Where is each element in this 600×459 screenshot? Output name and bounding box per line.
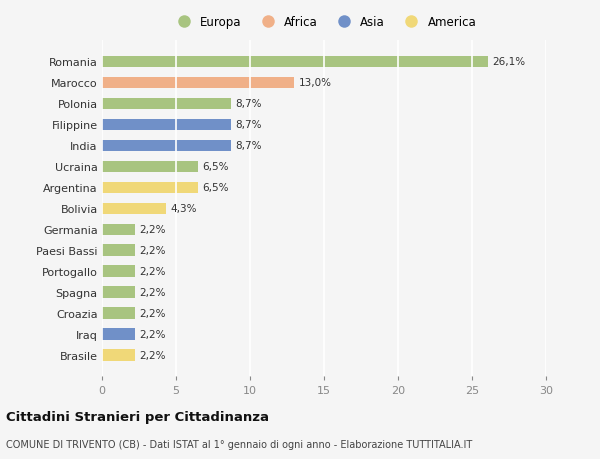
Bar: [102, 78, 295, 89]
Text: 2,2%: 2,2%: [139, 267, 166, 277]
Text: 4,3%: 4,3%: [170, 204, 197, 214]
Text: 26,1%: 26,1%: [493, 57, 526, 67]
Text: 2,2%: 2,2%: [139, 308, 166, 319]
Bar: [102, 56, 488, 68]
Text: 2,2%: 2,2%: [139, 246, 166, 256]
Text: 2,2%: 2,2%: [139, 330, 166, 340]
Bar: [102, 140, 231, 152]
Bar: [102, 203, 166, 215]
Bar: [102, 98, 231, 110]
Bar: [102, 161, 198, 173]
Bar: [102, 308, 134, 319]
Bar: [102, 119, 231, 131]
Bar: [102, 329, 134, 340]
Text: 2,2%: 2,2%: [139, 225, 166, 235]
Text: 13,0%: 13,0%: [299, 78, 332, 88]
Text: 6,5%: 6,5%: [203, 162, 229, 172]
Legend: Europa, Africa, Asia, America: Europa, Africa, Asia, America: [169, 14, 479, 31]
Text: Cittadini Stranieri per Cittadinanza: Cittadini Stranieri per Cittadinanza: [6, 410, 269, 423]
Text: 2,2%: 2,2%: [139, 350, 166, 360]
Text: 8,7%: 8,7%: [235, 141, 262, 151]
Bar: [102, 245, 134, 257]
Bar: [102, 224, 134, 235]
Text: 2,2%: 2,2%: [139, 288, 166, 297]
Bar: [102, 350, 134, 361]
Bar: [102, 266, 134, 277]
Text: 8,7%: 8,7%: [235, 120, 262, 130]
Bar: [102, 182, 198, 194]
Text: COMUNE DI TRIVENTO (CB) - Dati ISTAT al 1° gennaio di ogni anno - Elaborazione T: COMUNE DI TRIVENTO (CB) - Dati ISTAT al …: [6, 440, 472, 449]
Text: 6,5%: 6,5%: [203, 183, 229, 193]
Bar: [102, 287, 134, 298]
Text: 8,7%: 8,7%: [235, 99, 262, 109]
